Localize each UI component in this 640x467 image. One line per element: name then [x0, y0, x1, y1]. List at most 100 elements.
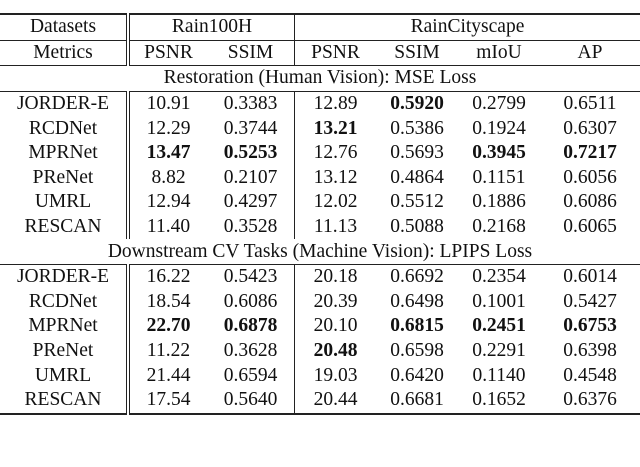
cell-value: 20.18 — [313, 266, 358, 288]
value-cell: 0.4864 — [376, 166, 458, 191]
value-cell: 0.1001 — [458, 290, 540, 315]
table-row: RCDNet 12.29 0.3744 13.21 0.5386 0.1924 0.6307 — [0, 116, 640, 141]
cell-value: 12.89 — [313, 93, 358, 115]
best-value-cell: 0.5920 — [376, 91, 458, 116]
cell-value: 0.6014 — [563, 266, 617, 288]
value-cell: 0.5088 — [376, 215, 458, 240]
table-row: JORDER-E 16.22 0.5423 20.18 0.6692 0.2354 0.60… — [0, 264, 640, 290]
value-cell: 0.6598 — [376, 339, 458, 364]
cell-value: 20.10 — [313, 315, 358, 337]
value-cell: 0.6398 — [540, 339, 640, 364]
value-cell: 12.89 — [295, 91, 377, 116]
cell-value: 0.5423 — [223, 266, 278, 288]
cell-value: 0.5640 — [223, 389, 278, 411]
best-value-cell: 0.2451 — [458, 314, 540, 339]
value-cell: 0.4548 — [540, 363, 640, 388]
value-cell: 8.82 — [128, 166, 207, 191]
cell-value: 0.6498 — [390, 290, 444, 312]
value-cell: 0.3628 — [207, 338, 295, 364]
value-cell: 0.6420 — [376, 363, 458, 388]
cell-value: 0.6681 — [390, 389, 444, 411]
cell-value: 0.1151 — [472, 166, 526, 188]
value-cell: 10.91 — [128, 91, 207, 116]
cell-value: 22.70 — [146, 315, 191, 337]
cell-value: 19.03 — [313, 364, 358, 386]
best-value-cell: 13.21 — [295, 116, 377, 141]
best-value-cell: 0.3945 — [458, 141, 540, 166]
value-cell: 0.5640 — [207, 387, 295, 414]
cell-value: 8.82 — [151, 166, 186, 188]
method-name: MPRNet — [0, 314, 130, 339]
value-cell: 0.6307 — [540, 116, 640, 141]
value-cell: 12.76 — [295, 141, 377, 166]
method-name: MPRNet — [0, 140, 130, 166]
value-cell: 0.2291 — [458, 339, 540, 364]
cell-value: 0.6878 — [223, 315, 278, 337]
cell-value: 0.6511 — [563, 93, 617, 115]
cell-value: 0.6307 — [563, 117, 617, 139]
cell-value: 0.3945 — [472, 142, 526, 164]
cell-value: 0.4864 — [390, 166, 444, 188]
cell-value: 0.2107 — [223, 166, 278, 188]
table-row: JORDER-E 10.91 0.3383 12.89 0.5920 0.2799 0.65… — [0, 91, 640, 117]
cell-value: 0.4297 — [223, 191, 278, 213]
value-cell: 0.3383 — [207, 91, 295, 117]
value-cell: 20.18 — [295, 264, 377, 289]
cell-value: 20.39 — [313, 290, 358, 312]
method-name: UMRL — [0, 363, 130, 388]
value-cell: 0.6065 — [540, 215, 640, 240]
value-cell: 20.10 — [295, 314, 377, 339]
rain100h-header: Rain100H — [128, 12, 295, 41]
cell-value: 0.6065 — [563, 216, 617, 238]
value-cell: 17.54 — [128, 388, 207, 414]
cell-value: 18.54 — [146, 290, 191, 312]
value-cell: 19.03 — [295, 363, 377, 388]
value-cell: 20.44 — [295, 388, 377, 414]
best-value-cell: 22.70 — [128, 314, 207, 339]
section-header-row: Restoration (Human Vision): MSE Loss — [0, 66, 640, 92]
value-cell: 0.2799 — [458, 91, 540, 116]
cell-value: 13.47 — [146, 142, 191, 164]
cell-value: 0.4548 — [563, 364, 617, 386]
table-row: PReNet 11.22 0.3628 20.48 0.6598 0.2291 0.6398 — [0, 338, 640, 364]
metric-header: SSIM — [207, 40, 295, 66]
best-value-cell: 0.5253 — [207, 140, 295, 166]
cell-value: 0.1886 — [472, 191, 526, 213]
value-cell: 0.1924 — [458, 116, 540, 141]
value-cell: 0.5423 — [207, 264, 295, 290]
cell-value: 0.2354 — [472, 266, 526, 288]
metric-header: PSNR — [311, 41, 360, 63]
value-cell: 0.1886 — [458, 190, 540, 215]
value-cell: 0.6056 — [540, 166, 640, 191]
datasets-label: Datasets — [0, 12, 130, 41]
cell-value: 0.6753 — [563, 315, 617, 337]
cell-value: 0.5386 — [390, 117, 444, 139]
cell-value: 17.54 — [146, 389, 191, 411]
value-cell: 0.3528 — [207, 214, 295, 240]
value-cell: 0.6376 — [540, 388, 640, 414]
cell-value: 0.6598 — [390, 340, 444, 362]
cell-value: 0.5427 — [563, 290, 617, 312]
cell-value: 13.21 — [313, 117, 358, 139]
cell-value: 0.2799 — [472, 93, 526, 115]
value-cell: 12.29 — [128, 116, 207, 141]
value-cell: 0.4297 — [207, 190, 295, 215]
cell-value: 0.6815 — [390, 315, 444, 337]
cell-value: 0.1001 — [472, 290, 526, 312]
value-cell: 0.6594 — [207, 363, 295, 388]
cell-value: 0.5088 — [390, 216, 444, 238]
value-cell: 20.39 — [295, 290, 377, 315]
method-name: PReNet — [0, 338, 130, 364]
cell-value: 11.22 — [146, 340, 191, 362]
cell-value: 16.22 — [146, 266, 191, 288]
table-row: RESCAN 17.54 0.5640 20.44 0.6681 0.1652 0.6376 — [0, 387, 640, 414]
cell-value: 12.76 — [313, 142, 358, 164]
value-cell: 0.1151 — [458, 166, 540, 191]
cell-value: 0.6420 — [390, 364, 444, 386]
table-row: RESCAN 11.40 0.3528 11.13 0.5088 0.2168 0.6065 — [0, 214, 640, 240]
cell-value: 0.1652 — [472, 389, 526, 411]
cell-value: 21.44 — [146, 364, 191, 386]
cell-value: 0.6056 — [563, 166, 617, 188]
value-cell: 0.6681 — [376, 388, 458, 414]
cell-value: 0.3744 — [223, 117, 278, 139]
